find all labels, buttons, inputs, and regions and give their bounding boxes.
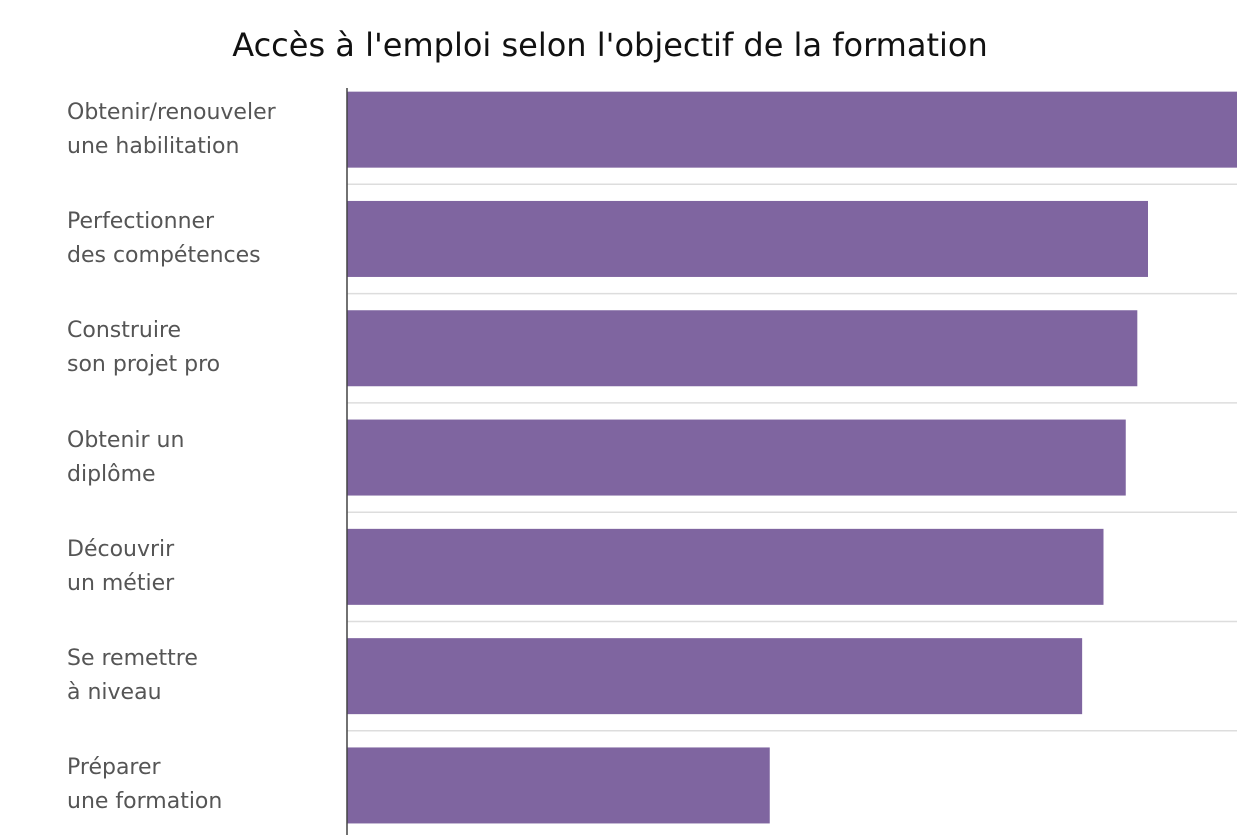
chart-title: Accès à l'emploi selon l'objectif de la … — [232, 26, 988, 64]
bar — [347, 200, 1148, 277]
category-label: Construire son projet pro — [67, 318, 221, 378]
category-label: Obtenir un diplôme — [67, 427, 185, 487]
category-label: Découvrir un métier — [67, 536, 175, 596]
bar — [347, 310, 1138, 387]
bar — [347, 528, 1104, 605]
bar — [347, 747, 770, 824]
category-label: Préparer une formation — [67, 755, 223, 815]
bar — [347, 638, 1083, 715]
category-label: Perfectionner des compétences — [67, 208, 261, 268]
category-label: Se remettre à niveau — [67, 646, 198, 706]
bar — [347, 91, 1237, 168]
bar — [347, 419, 1126, 496]
category-label: Obtenir/renouveler une habilitation — [67, 99, 276, 159]
